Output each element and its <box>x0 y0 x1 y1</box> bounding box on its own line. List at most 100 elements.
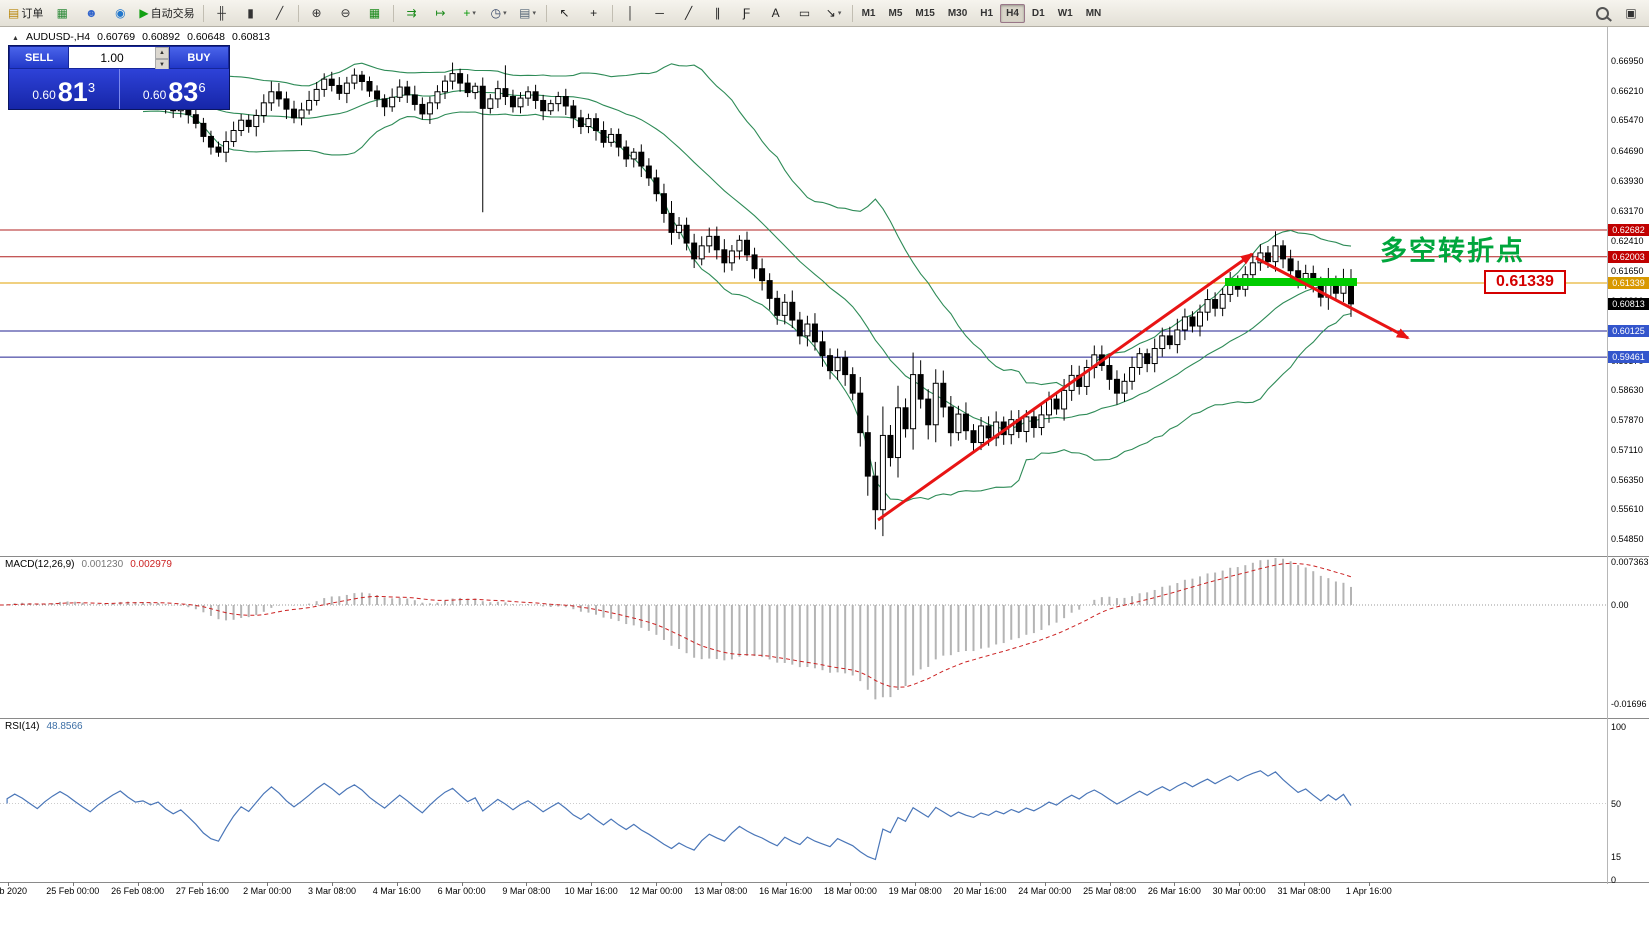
crosshair-button[interactable]: + <box>580 2 608 24</box>
time-tick-mark <box>1174 882 1176 886</box>
price-tick: 0.63170 <box>1611 205 1644 216</box>
sell-button[interactable]: SELL <box>9 46 69 69</box>
time-tick-mark <box>1044 882 1046 886</box>
toolbar-separator <box>851 4 853 22</box>
timeframe-d1[interactable]: D1 <box>1031 7 1045 19</box>
autotrading-button[interactable]: ▶ 自动交易 <box>135 2 198 24</box>
price-tick: 0.56350 <box>1611 475 1644 486</box>
chart-shift-button[interactable]: ↦ <box>427 2 455 24</box>
timeframe-h4[interactable]: H4 <box>1000 3 1025 23</box>
time-tick-mark <box>656 882 657 886</box>
candlestick-chart-button[interactable]: ▮ <box>237 2 265 24</box>
vertical-line-button[interactable]: │ <box>617 2 645 24</box>
price-tick: 0.58630 <box>1611 385 1644 395</box>
price-tick: 0.65470 <box>1611 114 1644 125</box>
chevron-down-icon: ▾ <box>472 10 476 17</box>
trendline-icon: ╱ <box>684 6 693 20</box>
price-tick: 0.66210 <box>1611 85 1644 96</box>
add-indicator-button[interactable]: + ▾ <box>456 2 484 24</box>
crosshair-icon: + <box>590 6 598 20</box>
line-chart-icon: ╱ <box>275 6 284 20</box>
timeframe-m1[interactable]: M1 <box>861 7 876 19</box>
timeframe-w1[interactable]: W1 <box>1057 7 1073 19</box>
charts-window-button[interactable]: ▦ <box>48 2 76 24</box>
timeframe-mn[interactable]: MN <box>1085 7 1102 19</box>
grid-button[interactable]: ▦ <box>361 2 389 24</box>
horizontal-line-button[interactable]: ─ <box>646 2 674 24</box>
new-order-icon: ▤ <box>8 6 20 20</box>
search-icon <box>1595 6 1609 20</box>
cursor-button[interactable]: ↖ <box>551 2 579 24</box>
time-label: 3 Mar 08:00 <box>307 886 357 896</box>
price-tick: 0.61650 <box>1611 265 1644 276</box>
template-button[interactable]: ▤ ▾ <box>514 2 542 24</box>
timeframe-h1[interactable]: H1 <box>980 7 994 19</box>
support-level-2-chip: 0.59461 <box>1608 351 1649 364</box>
rsi-tick: 100 <box>1611 722 1627 732</box>
sell-price-display[interactable]: 0.60 81 3 <box>9 69 120 109</box>
time-label: 13 Mar 08:00 <box>694 886 748 896</box>
buy-button[interactable]: BUY <box>169 46 229 69</box>
arrows-icon: ↘ <box>825 6 836 20</box>
rsi-tick: 15 <box>1611 852 1622 863</box>
time-label: 2 Mar 00:00 <box>243 886 292 896</box>
auto-scroll-button[interactable]: ⇉ <box>398 2 426 24</box>
macd-tick: -0.01696 <box>1611 699 1647 709</box>
bar-chart-button[interactable]: ╫ <box>208 2 236 24</box>
profile-button[interactable]: ☻ <box>77 2 105 24</box>
time-label: Feb 2020 <box>0 886 28 896</box>
price-tick: 0.57110 <box>1611 445 1643 456</box>
label-icon: ▭ <box>798 6 811 20</box>
chart-symbol-icon: ▲ <box>12 35 19 42</box>
timeframe-m15[interactable]: M15 <box>915 7 935 19</box>
price-tick: 0.55610 <box>1611 504 1644 515</box>
toolbar-separator <box>611 4 613 22</box>
new-order-button[interactable]: ▤ 订单 <box>4 2 47 24</box>
community-button[interactable]: ◉ <box>106 2 134 24</box>
windows-button[interactable]: ▣ <box>1617 2 1645 24</box>
profile-icon: ☻ <box>85 6 98 20</box>
time-label: 9 Mar 08:00 <box>502 886 551 896</box>
search-button[interactable] <box>1588 2 1616 24</box>
trendline-button[interactable]: ╱ <box>675 2 703 24</box>
add-indicator-icon: + <box>463 6 471 20</box>
channel-button[interactable]: ∥ <box>704 2 732 24</box>
time-tick-mark <box>1109 882 1111 886</box>
auto-scroll-icon: ⇉ <box>406 6 417 20</box>
zoom-in-button[interactable]: ⊕ <box>303 2 331 24</box>
macd-title: MACD(12,26,9) 0.001230 0.002979 <box>5 559 172 570</box>
chevron-down-icon: ▾ <box>503 10 507 17</box>
periods-button[interactable]: ◷ ▾ <box>485 2 513 24</box>
toolbar-right-group: ▣ <box>1588 2 1645 24</box>
timeframe-m5[interactable]: M5 <box>888 7 903 19</box>
text-button[interactable]: A <box>762 2 790 24</box>
volume-control: ▲ ▼ <box>69 46 169 71</box>
volume-up-button[interactable]: ▲ <box>155 47 169 59</box>
time-tick-mark <box>8 882 9 886</box>
toolbar-buttons-group: ▤ 订单 ▦ ☻ ◉ ▶ 自动交易 ╫ ▮ ╱ ⊕ ⊖ ▦ ⇉ ↦ + ▾ ◷ ▾ ▤ ▾ ↖ + │ ─ ╱ ∥ Ƒ A ▭ ↘ ▾ <box>4 2 856 24</box>
toolbar: ▤ 订单 ▦ ☻ ◉ ▶ 自动交易 ╫ ▮ ╱ ⊕ ⊖ ▦ ⇉ ↦ + ▾ ◷ ▾ ▤ ▾ ↖ + │ ─ ╱ ∥ Ƒ A ▭ ↘ ▾ M1 M… <box>0 0 1649 27</box>
fibonacci-button[interactable]: Ƒ <box>733 2 761 24</box>
resistance-level-2-chip: 0.62003 <box>1608 250 1649 263</box>
chart-shift-icon: ↦ <box>435 6 446 20</box>
line-chart-button[interactable]: ╱ <box>266 2 294 24</box>
chevron-down-icon: ▾ <box>532 10 536 17</box>
volume-input[interactable] <box>69 47 155 68</box>
time-tick-mark <box>1304 882 1305 886</box>
chart-close-value: 0.60813 <box>232 31 270 43</box>
time-label: 25 Mar 08:00 <box>1083 886 1137 896</box>
time-label: 30 Mar 00:00 <box>1212 886 1266 896</box>
time-tick-mark <box>72 882 74 886</box>
windows-icon: ▣ <box>1625 6 1637 20</box>
timeframe-m30[interactable]: M30 <box>947 7 968 19</box>
arrows-button[interactable]: ↘ ▾ <box>820 2 848 24</box>
time-tick-mark <box>202 882 204 886</box>
label-button[interactable]: ▭ <box>791 2 819 24</box>
support-level-1-chip: 0.60125 <box>1608 324 1649 337</box>
chart-title: ▲ AUDUSD-,H4 0.60769 0.60892 0.60648 0.6… <box>12 31 270 43</box>
time-label: 1 Apr 16:00 <box>1345 886 1392 896</box>
time-label: 31 Mar 08:00 <box>1277 886 1331 896</box>
buy-price-display[interactable]: 0.60 83 6 <box>119 69 229 109</box>
zoom-out-button[interactable]: ⊖ <box>332 2 360 24</box>
